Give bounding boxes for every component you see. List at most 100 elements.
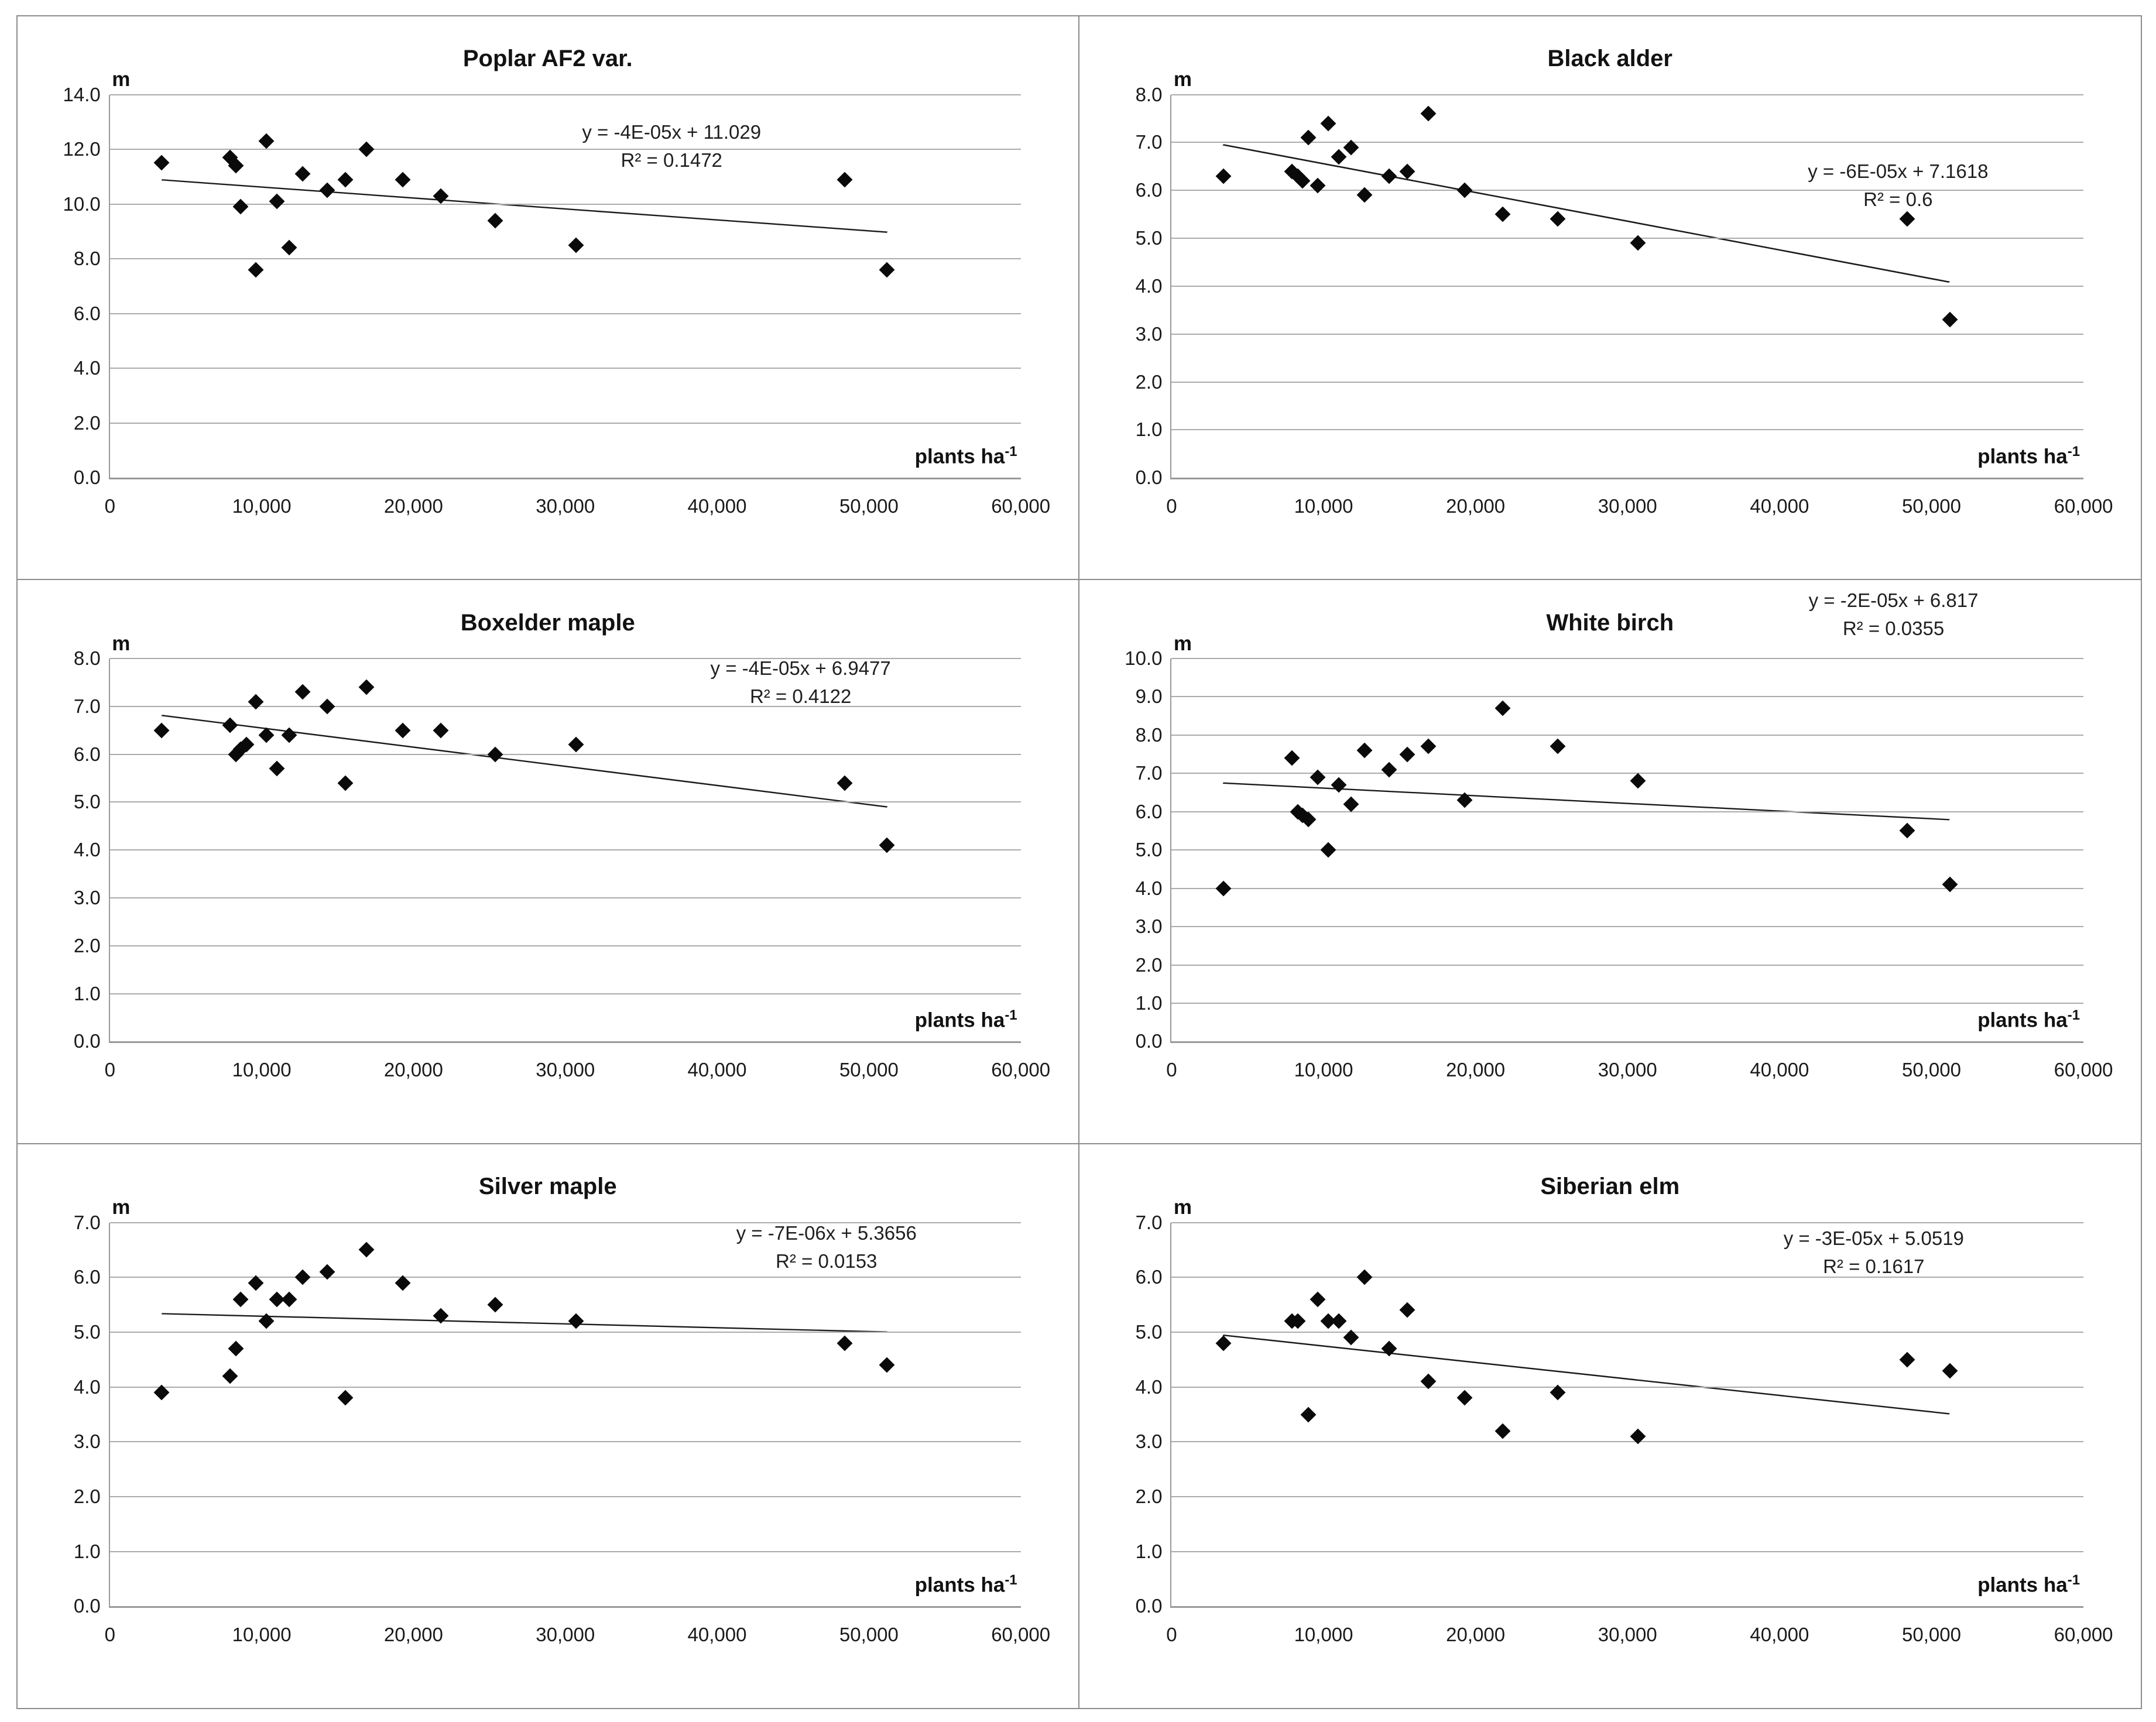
gridline-y <box>1171 926 2084 928</box>
equation-text: y = -3E-05x + 5.0519 <box>1783 1227 1964 1250</box>
y-tick-label: 6.0 <box>1135 179 1163 201</box>
gridline-y <box>1171 1003 2084 1004</box>
x-tick-label: 30,000 <box>1598 1059 1657 1081</box>
gridline-y <box>109 753 1021 755</box>
y-tick-label: 5.0 <box>73 791 101 813</box>
gridline-y <box>1171 887 2084 889</box>
panel-title: Siberian elm <box>1540 1174 1680 1200</box>
y-tick-label: 0.0 <box>73 1595 101 1617</box>
x-tick-label: 60,000 <box>2054 1059 2113 1081</box>
gridline-y <box>109 258 1021 260</box>
gridline-y <box>1171 142 2084 143</box>
trend-equation: y = -3E-05x + 5.0519 R² = 0.1617 <box>1784 1224 1964 1281</box>
gridline-y <box>109 1222 1021 1223</box>
y-tick-label: 5.0 <box>1135 1320 1163 1343</box>
x-tick-label: 10,000 <box>232 1624 292 1646</box>
x-unit-base: plants ha <box>914 1008 1005 1032</box>
x-tick-label: 40,000 <box>1750 1059 1809 1081</box>
x-tick-label: 20,000 <box>383 1059 443 1081</box>
x-tick-label: 10,000 <box>232 1059 292 1081</box>
y-tick-label: 0.0 <box>1135 466 1163 489</box>
x-axis-unit-label: plants ha-1 <box>915 1007 1017 1032</box>
x-tick-label: 20,000 <box>1446 1059 1506 1081</box>
x-unit-exponent: -1 <box>2067 1572 2080 1589</box>
y-tick-label: 14.0 <box>63 83 101 105</box>
y-tick-label: 8.0 <box>1135 723 1163 746</box>
x-unit-base: plants ha <box>1977 1008 2068 1032</box>
gridline-y <box>109 1386 1021 1388</box>
y-tick-label: 2.0 <box>73 934 101 956</box>
x-tick-label: 60,000 <box>991 1059 1051 1081</box>
gridline-y <box>1171 1386 2084 1388</box>
x-tick-label: 20,000 <box>1446 495 1506 517</box>
trendline-svg <box>161 1312 887 1333</box>
y-tick-label: 2.0 <box>1135 371 1163 393</box>
x-axis-unit-label: plants ha-1 <box>1977 1007 2080 1032</box>
y-tick-label: 2.0 <box>73 411 101 434</box>
x-tick-label: 20,000 <box>383 1624 443 1646</box>
y-tick-label: 1.0 <box>73 1540 101 1562</box>
x-tick-label: 0 <box>104 1059 115 1081</box>
panel-title: White birch <box>1546 609 1674 636</box>
x-unit-exponent: -1 <box>1005 1007 1017 1024</box>
gridline-y <box>1171 381 2084 383</box>
gridline-y <box>109 849 1021 851</box>
trendline <box>1223 782 1950 821</box>
gridline-y <box>109 897 1021 899</box>
y-tick-label: 4.0 <box>1135 877 1163 899</box>
y-tick-label: 10.0 <box>63 193 101 215</box>
x-tick-label: 50,000 <box>1901 1624 1961 1646</box>
y-tick-label: 5.0 <box>1135 839 1163 861</box>
x-tick-label: 50,000 <box>839 1624 899 1646</box>
x-tick-label: 40,000 <box>1750 1624 1809 1646</box>
gridline-y <box>1171 190 2084 191</box>
gridline-y <box>1171 1551 2084 1552</box>
y-tick-label: 2.0 <box>73 1486 101 1508</box>
x-unit-exponent: -1 <box>1005 443 1017 459</box>
x-unit-exponent: -1 <box>1005 1572 1017 1589</box>
y-tick-label: 5.0 <box>73 1320 101 1343</box>
y-axis-unit-label: m <box>112 1196 131 1219</box>
panel-title: Black alder <box>1547 46 1672 72</box>
y-tick-label: 4.0 <box>1135 1375 1163 1398</box>
x-tick-label: 30,000 <box>536 1624 595 1646</box>
y-tick-label: 6.0 <box>1135 1266 1163 1288</box>
gridline-y <box>1171 849 2084 851</box>
gridline-y <box>1171 734 2084 736</box>
x-tick-label: 30,000 <box>1598 1624 1657 1646</box>
panel-title: Boxelder maple <box>460 609 635 636</box>
y-axis-unit-label: m <box>1173 68 1192 91</box>
plot-area: y = -3E-05x + 5.0519 R² = 0.1617 plants … <box>1136 1212 2113 1646</box>
y-tick-label: 0.0 <box>73 1030 101 1052</box>
y-axis-unit-label: m <box>112 632 131 655</box>
y-tick-label: 2.0 <box>1135 953 1163 976</box>
y-tick-label: 8.0 <box>73 647 101 669</box>
r-squared-text: R² = 0.0153 <box>776 1250 878 1272</box>
panel-white-birch: White birch m y = -2E-05x + 6.817 R² = 0… <box>1079 580 2141 1144</box>
gridline-y <box>1171 657 2084 659</box>
gridline-y <box>109 149 1021 150</box>
y-tick-label: 7.0 <box>1135 131 1163 153</box>
r-squared-text: R² = 0.1617 <box>1823 1256 1925 1278</box>
y-tick-label: 0.0 <box>73 466 101 489</box>
gridline-y <box>1171 1222 2084 1223</box>
x-tick-label: 60,000 <box>2054 1624 2113 1646</box>
y-tick-label: 2.0 <box>1135 1486 1163 1508</box>
x-tick-label: 40,000 <box>687 1059 747 1081</box>
y-tick-label: 6.0 <box>73 302 101 324</box>
trend-equation: y = -2E-05x + 6.817 R² = 0.0355 <box>1809 586 1979 643</box>
plot-area: y = -6E-05x + 7.1618 R² = 0.6 plants ha-… <box>1136 84 2113 517</box>
y-tick-label: 8.0 <box>73 248 101 270</box>
y-tick-label: 4.0 <box>73 1375 101 1398</box>
x-unit-base: plants ha <box>1977 1573 2068 1597</box>
x-tick-label: 10,000 <box>1294 1624 1353 1646</box>
trendline <box>1223 1334 1951 1415</box>
equation-text: y = -4E-05x + 6.9477 <box>710 657 891 679</box>
x-tick-label: 40,000 <box>687 1624 747 1646</box>
y-tick-label: 4.0 <box>73 839 101 861</box>
y-tick-label: 7.0 <box>1135 762 1163 784</box>
y-tick-label: 0.0 <box>1135 1030 1163 1052</box>
y-tick-label: 10.0 <box>1125 647 1163 669</box>
x-axis-unit-label: plants ha-1 <box>1977 1572 2080 1597</box>
